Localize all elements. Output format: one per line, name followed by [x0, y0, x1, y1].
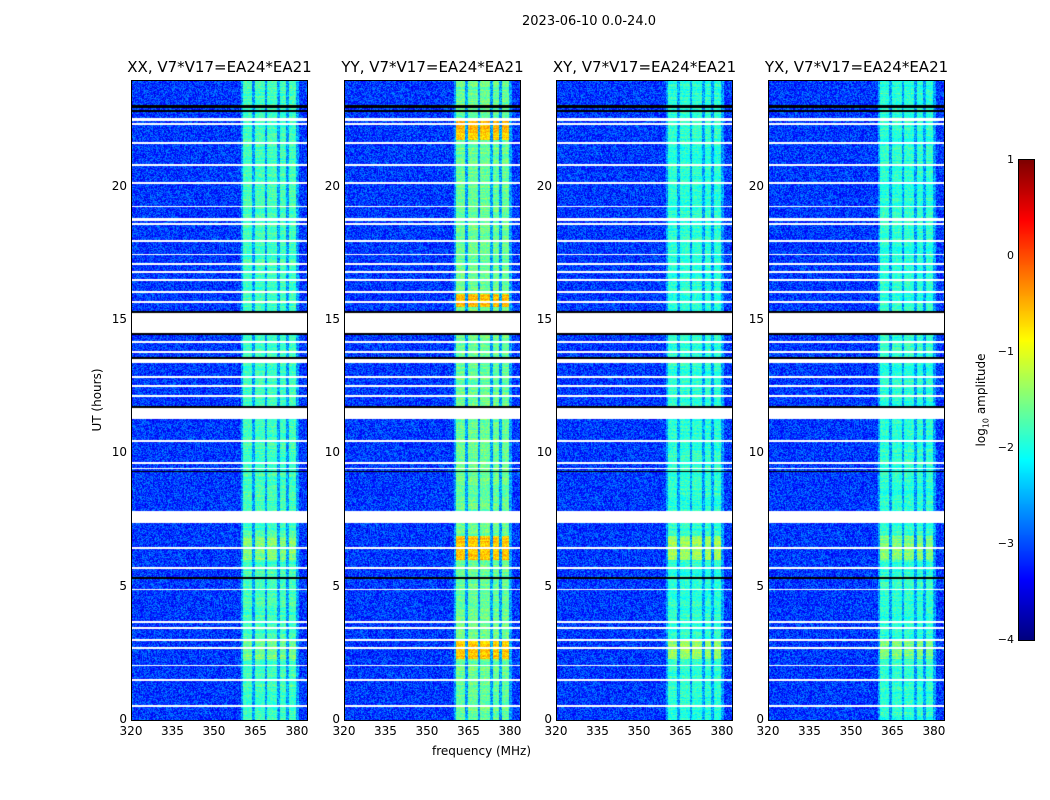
y-tick-label: 20: [536, 178, 552, 193]
x-tick-label: 320: [332, 724, 356, 738]
x-tick-label: 350: [415, 724, 439, 738]
x-tick-label: 380: [498, 724, 522, 738]
heatmap-panel: [556, 80, 733, 721]
heatmap-panel: [344, 80, 521, 721]
x-tick-label: 320: [119, 724, 143, 738]
x-tick-label: 350: [839, 724, 863, 738]
x-tick-label: 320: [544, 724, 568, 738]
y-tick-label: 10: [111, 445, 127, 460]
y-tick-label: 20: [748, 178, 764, 193]
y-tick-label: 15: [324, 312, 340, 326]
x-tick-label: 350: [627, 724, 651, 738]
y-tick-label: 15: [111, 312, 127, 326]
y-tick-label: 10: [536, 445, 552, 460]
y-tick-label: 10: [748, 445, 764, 460]
heatmap-cells: [769, 81, 944, 720]
x-tick-label: 365: [669, 724, 692, 738]
x-tick-label: 365: [457, 724, 480, 738]
y-tick-label: 15: [536, 312, 552, 326]
x-tick-label: 335: [374, 724, 397, 738]
y-tick-label: 15: [748, 312, 764, 326]
x-tick-label: 380: [710, 724, 734, 738]
colorbar-tick-label: 1: [1007, 153, 1014, 166]
x-tick-label: 380: [922, 724, 946, 738]
x-tick-label: 320: [756, 724, 780, 738]
colorbar-tick-label: −3: [997, 537, 1014, 550]
heatmap-cells: [132, 81, 307, 720]
y-tick-label: 5: [756, 578, 764, 593]
y-tick-label: 5: [119, 578, 127, 593]
y-tick-label: 20: [324, 178, 340, 193]
heatmap-cells: [345, 81, 520, 720]
y-tick-label: 0: [119, 712, 127, 726]
x-tick-label: 350: [202, 724, 226, 738]
y-tick-label: 0: [332, 712, 340, 726]
colorbar-tick-label: 0: [1007, 249, 1014, 262]
y-tick-label: 5: [332, 578, 340, 593]
y-tick-label: 10: [324, 445, 340, 460]
colorbar-tick-label: −1: [997, 345, 1014, 358]
heatmap-panel: [768, 80, 945, 721]
panel-title: XY, V7*V17=EA24*EA21: [552, 58, 737, 76]
panel-title: XX, V7*V17=EA24*EA21: [127, 58, 312, 76]
colorbar: [1018, 159, 1035, 641]
figure-title: 2023-06-10 0.0-24.0: [522, 14, 656, 29]
heatmap-panel: [131, 80, 308, 721]
panel-title: YY, V7*V17=EA24*EA21: [341, 58, 524, 76]
y-tick-label: 0: [756, 712, 764, 726]
y-tick-label: 0: [544, 712, 552, 726]
x-tick-label: 335: [586, 724, 609, 738]
colorbar-label: log10 amplitude: [974, 353, 991, 447]
x-tick-label: 335: [161, 724, 184, 738]
panel-title: YX, V7*V17=EA24*EA21: [764, 58, 949, 76]
heatmap-cells: [557, 81, 732, 720]
colorbar-tick-label: −2: [997, 441, 1014, 454]
x-tick-label: 335: [798, 724, 821, 738]
colorbar-tick-label: −4: [997, 633, 1014, 646]
y-axis-label: UT (hours): [90, 368, 104, 432]
x-tick-label: 365: [881, 724, 904, 738]
x-tick-label: 365: [244, 724, 267, 738]
x-axis-label: frequency (MHz): [432, 744, 532, 758]
y-tick-label: 5: [544, 578, 552, 593]
x-tick-label: 380: [285, 724, 309, 738]
y-tick-label: 20: [111, 178, 127, 193]
